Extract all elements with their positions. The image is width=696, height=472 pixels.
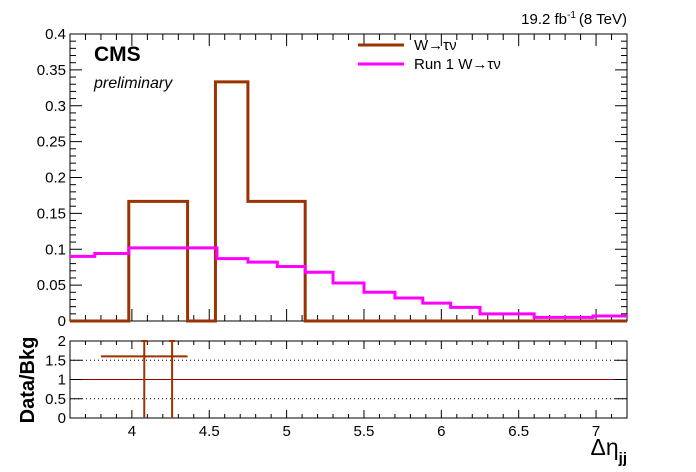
y-tick-label: 0.3	[45, 98, 66, 115]
lumi-exponent: -1	[567, 10, 576, 21]
y-tick-label: 0.15	[37, 205, 66, 222]
ratio-y-axis: 0 0.5 1 1.5 2	[45, 333, 627, 427]
ratio-y-tick-label: 2	[58, 333, 66, 350]
x-axis-title-main: Δη	[591, 434, 619, 460]
legend: W→τν Run 1 W→τν	[358, 37, 501, 73]
histogram-series	[70, 80, 627, 323]
x-tick-label: 6.5	[508, 423, 529, 440]
legend-label-run1-w-tau-nu: Run 1 W→τν	[414, 56, 501, 73]
x-tick-label: 5.5	[354, 423, 375, 440]
y-tick-label: 0.4	[45, 26, 66, 43]
x-tick-label: 4.5	[199, 423, 220, 440]
ratio-point	[170, 354, 174, 358]
status-label: preliminary	[93, 75, 173, 92]
legend-label-w-tau-nu: W→τν	[414, 37, 457, 54]
lumi-label: 19.2 fb-1 (8 TeV)	[521, 10, 627, 28]
series-line-1	[70, 246, 627, 319]
ratio-point	[142, 354, 146, 358]
ratio-y-tick-label: 1	[58, 372, 66, 389]
y-tick-label: 0.25	[37, 134, 66, 151]
lumi-value: 19.2 fb	[521, 11, 567, 28]
x-tick-label: 6	[437, 423, 445, 440]
y-tick-label: 0.35	[37, 62, 66, 79]
main-y-axis: 0 0.05 0.1 0.15 0.2 0.25 0.3 0.35 0.4	[37, 26, 627, 330]
ratio-y-axis-title: Data/Bkg	[17, 337, 39, 424]
ratio-y-tick-label: 1.5	[45, 352, 66, 369]
ratio-y-tick-label: 0	[58, 410, 66, 427]
ratio-x-axis: 4 4.5 5 5.5 6 6.5 7	[69, 341, 628, 440]
experiment-label: CMS	[94, 43, 141, 66]
x-axis-title: Δηjj	[591, 434, 628, 467]
x-tick-label: 4	[128, 423, 136, 440]
y-tick-label: 0.1	[45, 241, 66, 258]
x-axis-title-sub: jj	[618, 450, 627, 467]
series-line-0	[70, 80, 627, 323]
ratio-reference-lines	[70, 359, 627, 400]
y-tick-label: 0	[58, 313, 66, 330]
y-tick-label: 0.2	[45, 170, 66, 187]
ratio-y-tick-label: 0.5	[45, 391, 66, 408]
x-tick-label: 7	[592, 423, 600, 440]
y-tick-label: 0.05	[37, 277, 66, 294]
ratio-points	[100, 340, 188, 418]
lumi-energy: (8 TeV)	[579, 11, 627, 28]
x-tick-label: 5	[282, 423, 290, 440]
